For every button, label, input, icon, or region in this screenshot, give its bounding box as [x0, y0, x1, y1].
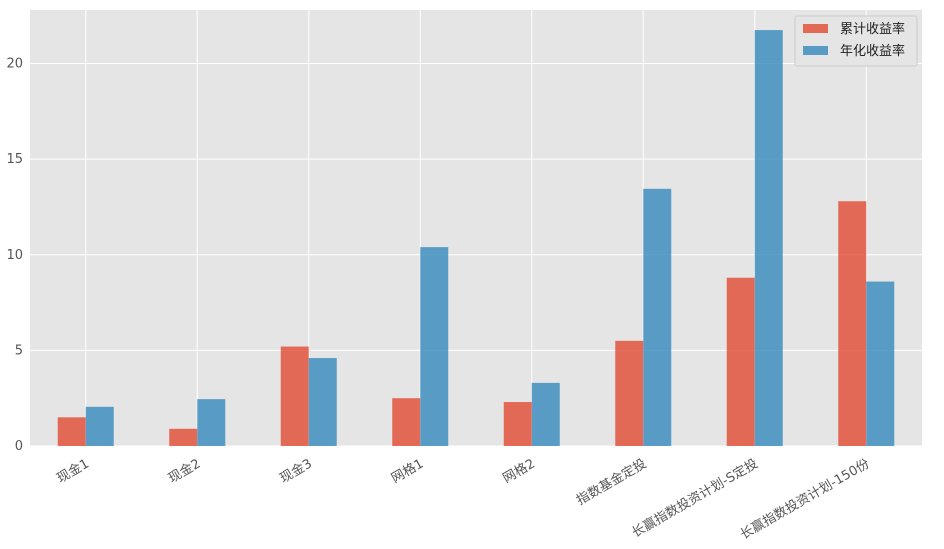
legend-swatch-annualized: [803, 46, 828, 55]
bar-cumulative: [503, 402, 532, 446]
y-tick-label: 10: [6, 248, 23, 263]
y-axis-ticks: 0 5 10 15 20: [6, 57, 23, 454]
bar-cumulative: [726, 277, 755, 446]
bar-cumulative: [615, 340, 644, 446]
legend: 累计收益率 年化收益率: [794, 15, 918, 67]
legend-label-cumulative: 累计收益率: [840, 21, 905, 37]
x-axis-ticks: 现金1 现金2 现金3 网格1 网格2 指数基金定投长赢指数投资计划-S定投长赢指数投资计…: [54, 456, 872, 543]
bar-annualized: [643, 188, 672, 446]
bar-cumulative: [280, 346, 309, 446]
x-tick-label: 现金1: [54, 456, 92, 487]
bar-annualized: [85, 406, 114, 446]
x-tick-label: 指数基金定投: [574, 456, 650, 509]
x-tick-label: 现金3: [277, 456, 315, 487]
x-tick-label: 网格1: [389, 456, 427, 487]
y-tick-label: 0: [15, 439, 23, 454]
bar-annualized: [420, 247, 449, 446]
plot-background: [30, 10, 922, 446]
bar-annualized: [754, 30, 783, 446]
bar-annualized: [866, 281, 895, 446]
bars: [57, 30, 895, 446]
bar-cumulative: [392, 398, 421, 446]
bar-cumulative: [838, 201, 867, 446]
y-tick-label: 5: [15, 343, 23, 358]
y-tick-label: 20: [6, 57, 23, 72]
x-tick-label: 现金2: [166, 456, 204, 487]
bar-cumulative: [169, 428, 198, 446]
bar-annualized: [531, 382, 560, 446]
bar-cumulative: [57, 417, 86, 446]
x-tick-label: 网格2: [500, 456, 538, 487]
bar-annualized: [197, 399, 226, 446]
legend-swatch-cumulative: [803, 24, 828, 33]
bar-annualized: [308, 358, 337, 446]
legend-label-annualized: 年化收益率: [840, 43, 905, 59]
y-tick-label: 15: [6, 152, 23, 167]
